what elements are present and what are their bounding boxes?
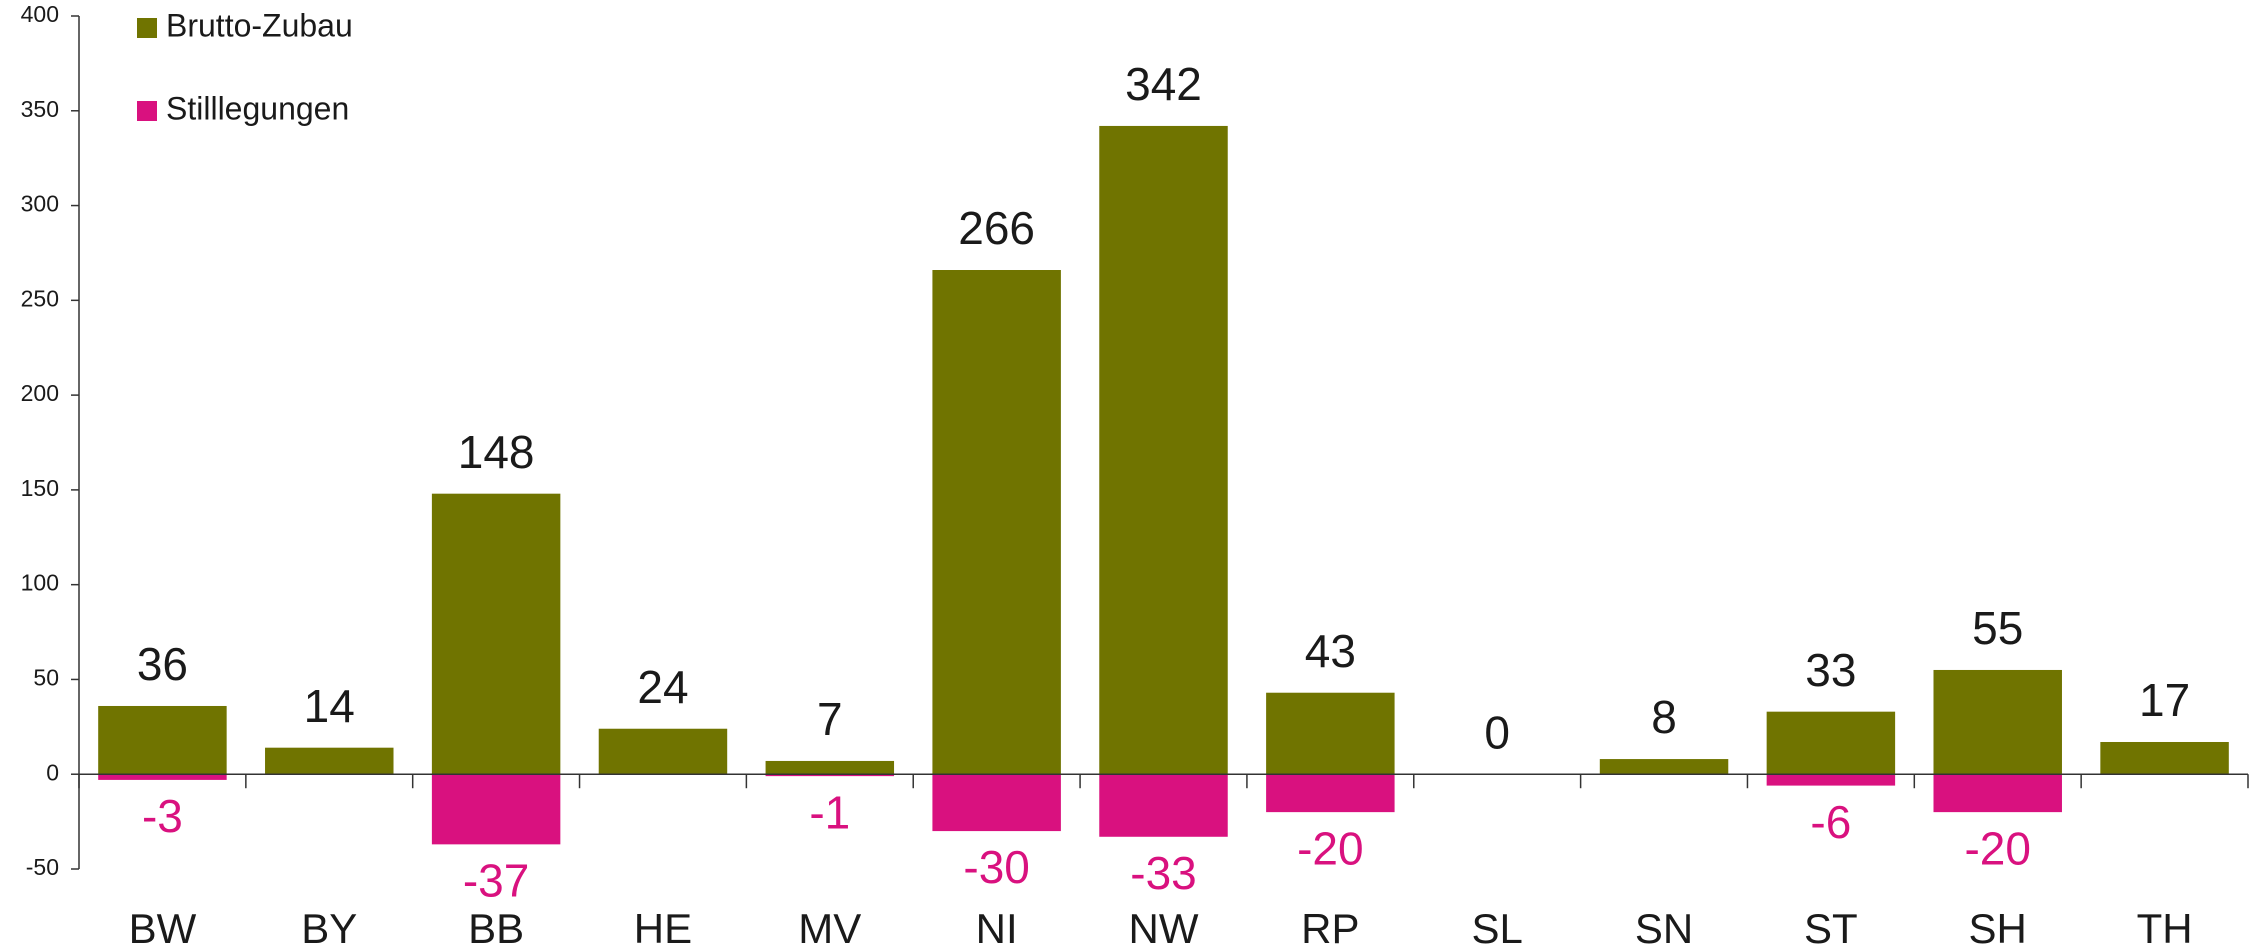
x-tick-label: TH [2137, 905, 2193, 949]
bar [932, 270, 1061, 775]
value-label: -37 [463, 855, 529, 907]
value-label: -30 [963, 841, 1029, 893]
x-tick-label: NI [976, 905, 1018, 949]
y-tick-label: 200 [21, 380, 59, 406]
bar [431, 493, 561, 775]
value-label: 148 [458, 426, 535, 478]
bar [1099, 774, 1228, 837]
value-label: 342 [1125, 58, 1202, 110]
value-label: 24 [637, 661, 688, 713]
bar [265, 747, 394, 775]
y-tick-label: 0 [46, 759, 59, 785]
x-tick-label: BB [468, 905, 524, 949]
y-tick-label: 250 [21, 285, 59, 311]
x-tick-label: NW [1129, 905, 1199, 949]
bar [1933, 669, 2062, 775]
x-tick-label: SN [1635, 905, 1693, 949]
x-tick-label: SH [1969, 905, 2027, 949]
value-label: 17 [2139, 674, 2190, 726]
bar [1933, 774, 2062, 813]
bar [1766, 711, 1896, 775]
y-tick-label: 150 [21, 475, 59, 501]
y-tick-label: 350 [21, 96, 59, 122]
value-label: 43 [1305, 625, 1356, 677]
value-label: -33 [1130, 847, 1196, 899]
y-tick-label: 100 [21, 570, 59, 596]
x-tick-label: HE [634, 905, 692, 949]
value-label: 7 [817, 693, 843, 745]
bar [765, 774, 895, 777]
bar [598, 728, 728, 775]
bar [932, 774, 1061, 832]
bar [431, 774, 561, 845]
y-tick-label: 300 [21, 191, 59, 217]
value-label: 55 [1972, 602, 2023, 654]
y-tick-label: 50 [33, 665, 59, 691]
value-label: -20 [1964, 822, 2030, 874]
legend-swatch [137, 101, 157, 121]
bar [98, 774, 227, 780]
x-tick-label: BY [301, 905, 357, 949]
bar [2100, 741, 2229, 775]
x-tick-label: MV [798, 905, 861, 949]
value-label: -1 [809, 786, 850, 838]
y-tick-label: -50 [26, 854, 59, 880]
value-label: 36 [137, 638, 188, 690]
value-label: 8 [1651, 691, 1677, 743]
x-tick-label: RP [1301, 905, 1359, 949]
bar [1599, 759, 1729, 775]
bar [1766, 774, 1896, 786]
legend-swatch [137, 18, 157, 38]
value-label: 266 [958, 202, 1035, 254]
bar [1266, 774, 1395, 813]
bar [1099, 125, 1228, 775]
value-label: 14 [304, 680, 355, 732]
legend-label: Stilllegungen [166, 90, 349, 126]
x-tick-label: ST [1804, 905, 1858, 949]
value-label: 0 [1484, 706, 1510, 758]
legend-label: Brutto-Zubau [166, 7, 353, 43]
value-label: -6 [1810, 796, 1851, 848]
bar [98, 705, 227, 775]
x-tick-label: BW [129, 905, 197, 949]
value-label: 33 [1805, 644, 1856, 696]
value-label: -3 [142, 790, 183, 842]
y-tick-label: 400 [21, 1, 59, 27]
x-tick-label: SL [1472, 905, 1523, 949]
bar [765, 760, 895, 775]
bar [1266, 692, 1395, 775]
value-label: -20 [1297, 822, 1363, 874]
